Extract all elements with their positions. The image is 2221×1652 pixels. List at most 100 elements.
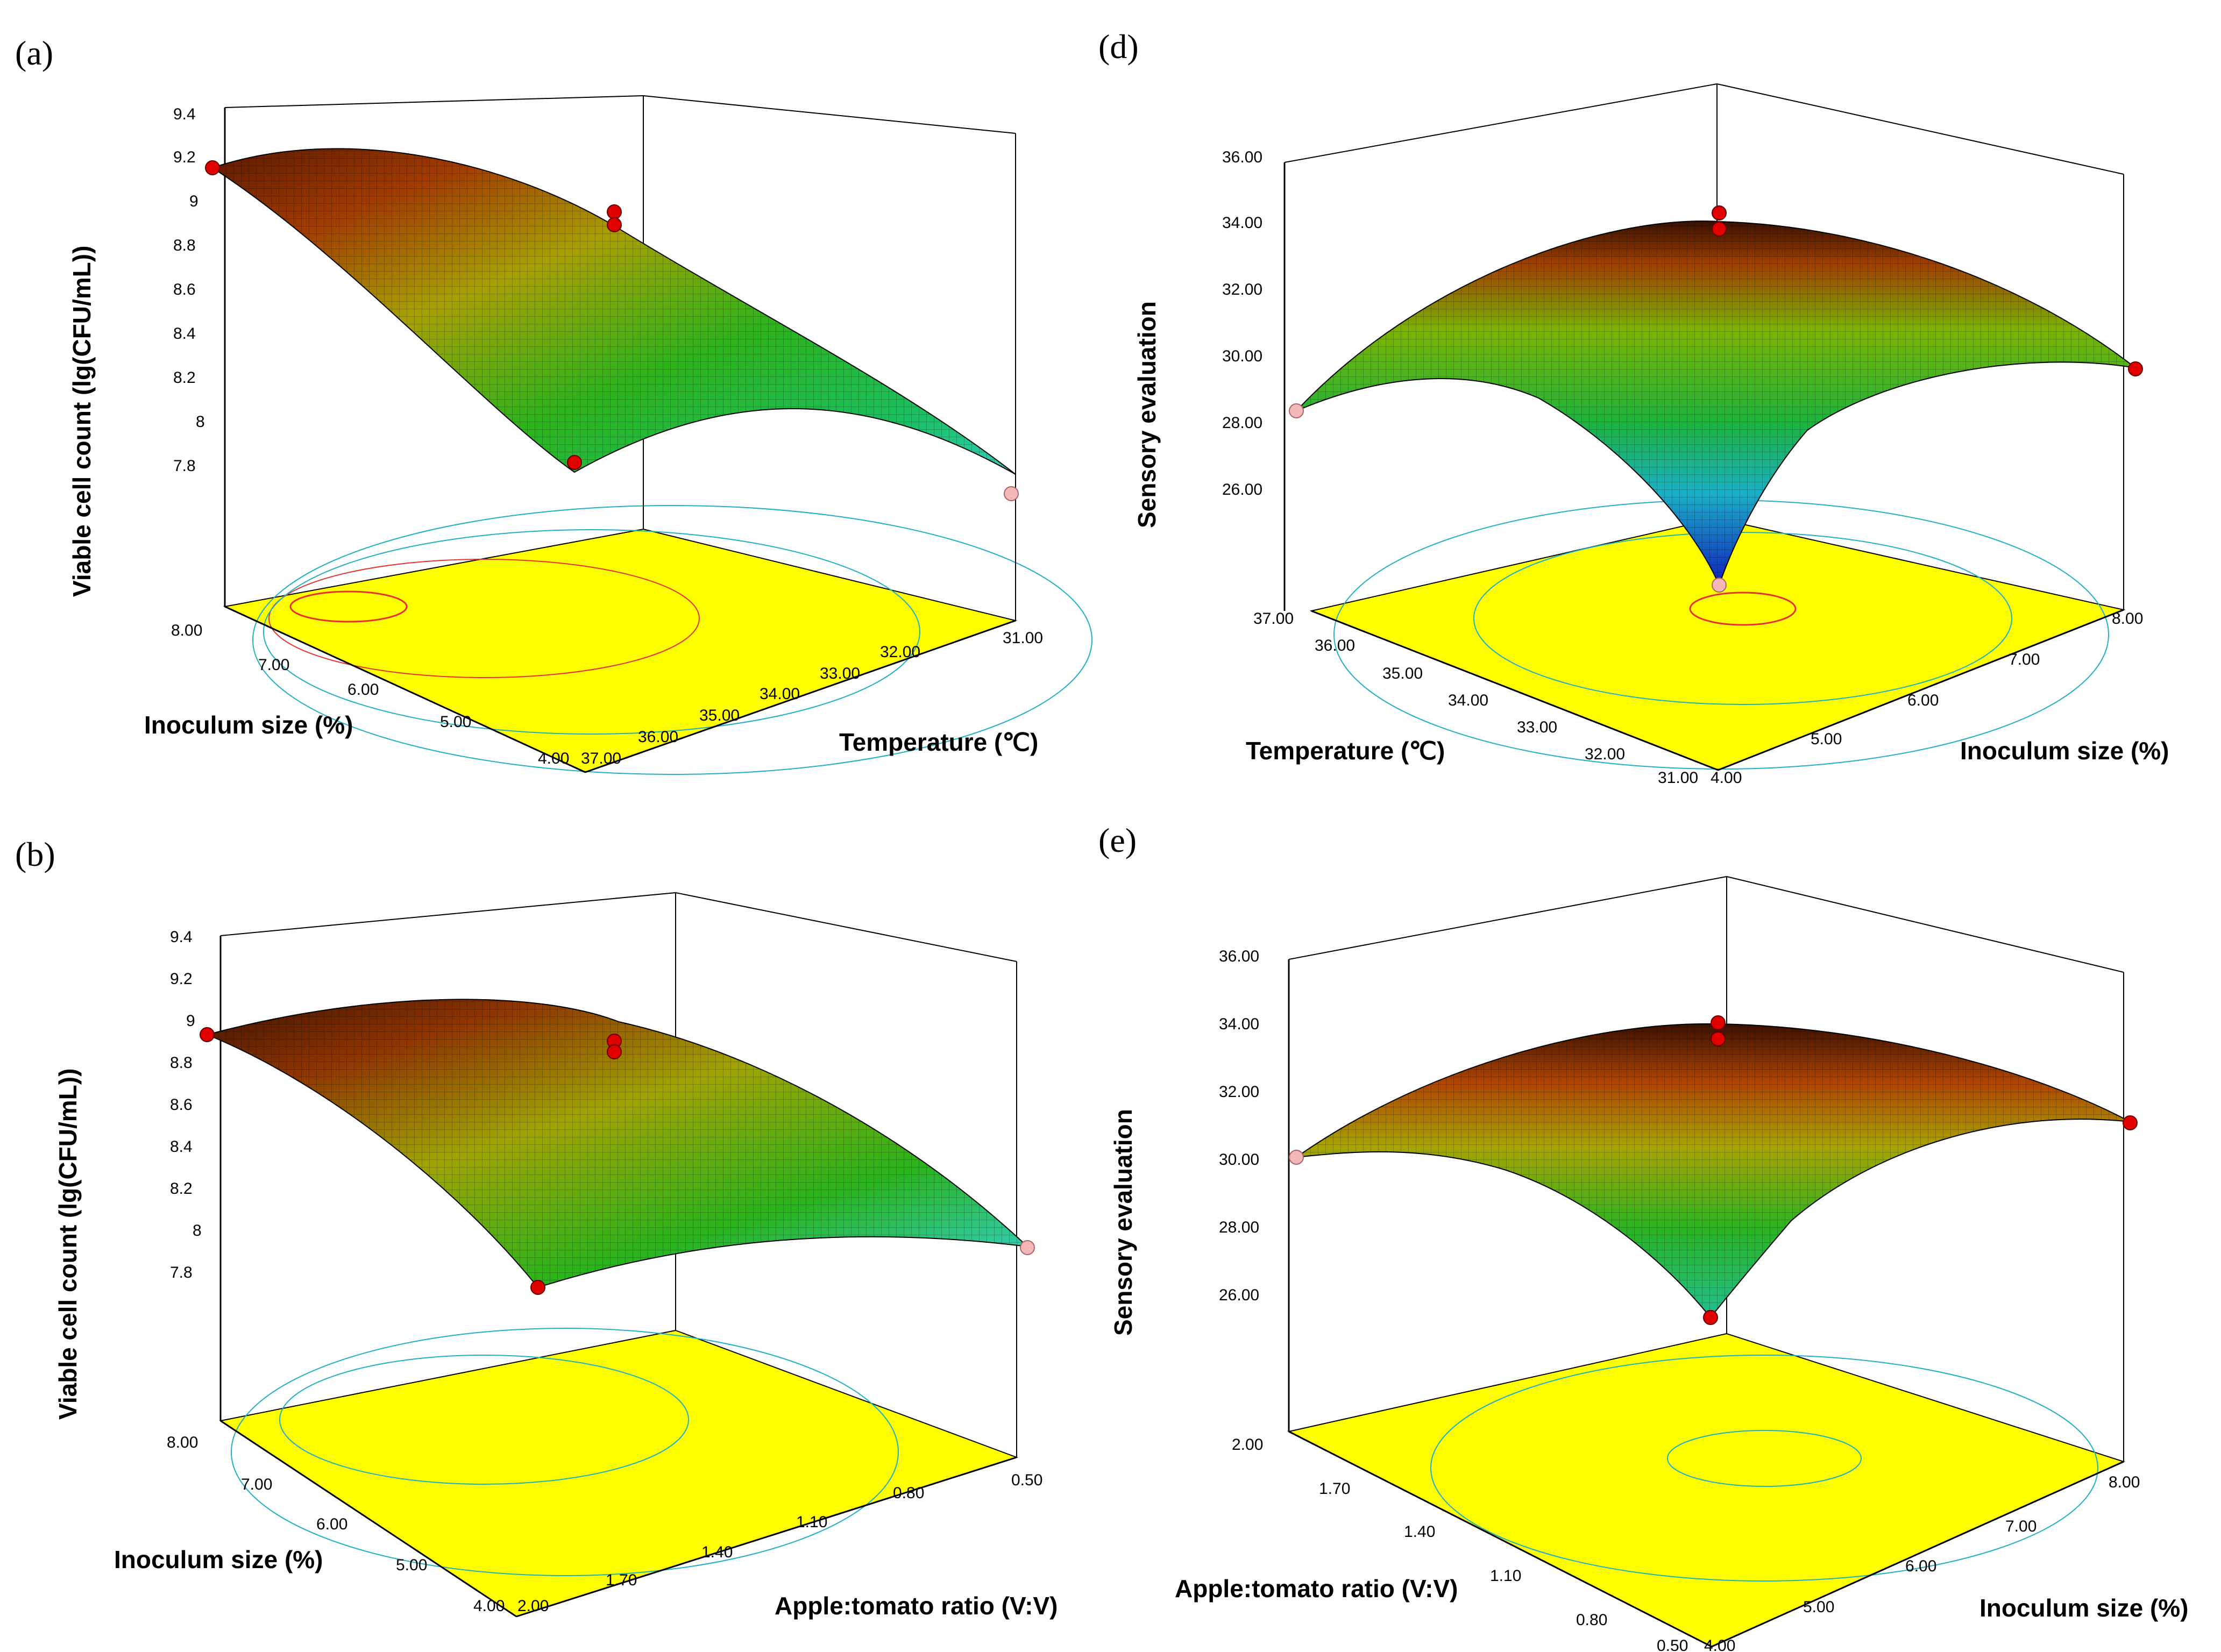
panel-d-design-point	[1712, 205, 1727, 220]
panel-d-ztick: 28.00	[1222, 414, 1262, 432]
panel-a-topedge	[224, 95, 644, 108]
panel-e-ylabel: Inoculum size (%)	[1979, 1594, 2188, 1622]
panel-a-xtick: 6.00	[347, 681, 379, 699]
panel-a-ytick: 32.00	[880, 643, 920, 661]
panel-b-xtick: 7.00	[241, 1476, 272, 1493]
panel-d-ytick: 8.00	[2112, 610, 2143, 628]
panel-a-yaxis	[585, 620, 1016, 773]
panel-d-contour-inner	[1689, 592, 1797, 626]
panel-e-xtick: 1.40	[1404, 1523, 1435, 1541]
panel-e-design-point	[1711, 1015, 1726, 1030]
panel-a-ytick: 34.00	[760, 685, 800, 703]
panel-b-topedge	[220, 892, 676, 936]
panel-a-ztick: 7.8	[173, 457, 196, 475]
panel-d-xtick: 32.00	[1585, 745, 1625, 763]
panel-d-ztick: 32.00	[1222, 281, 1262, 298]
panel-d-contour	[1473, 532, 2012, 705]
panel-b-design-point	[1020, 1240, 1035, 1255]
panel-b-yaxis	[516, 1456, 1017, 1618]
panel-b-ytick: 0.50	[1011, 1471, 1042, 1489]
panel-b-ztick: 8	[193, 1222, 202, 1240]
panel-d-zticks: 36.00 34.00 32.00 30.00 28.00 26.00	[1222, 148, 1262, 499]
panel-a-zlabel: Viable cell count (lg(CFU/mL))	[68, 246, 96, 597]
panel-a-zticks: 9.4 9.2 9 8.8 8.6 8.4 8.2 8 7.8	[173, 105, 205, 475]
panel-d-xtick: 35.00	[1382, 665, 1423, 682]
panel-b-ztick: 8.6	[170, 1096, 193, 1114]
panel-e-ztick: 36.00	[1219, 948, 1259, 965]
panel-e-xtick: 0.80	[1576, 1611, 1607, 1629]
panel-a-contour-inner	[289, 590, 408, 623]
panel-b-ytick: 0.80	[893, 1484, 924, 1502]
panel-a-ztick: 9.4	[173, 105, 196, 123]
panel-e-ztick: 30.00	[1219, 1151, 1259, 1169]
panel-a-xlabel: Inoculum size (%)	[144, 711, 353, 739]
panel-b-xlabel: Inoculum size (%)	[114, 1546, 323, 1573]
panel-e-ztick: 26.00	[1219, 1286, 1259, 1304]
panel-b-zticks: 9.4 9.2 9 8.8 8.6 8.4 8.2 8 7.8	[170, 928, 202, 1281]
panel-b-design-point	[200, 1027, 215, 1042]
panel-a-xaxis	[224, 606, 586, 773]
panel-e-contour-inner	[1667, 1430, 1862, 1487]
panel-e-xlabel: Apple:tomato ratio (V:V)	[1175, 1575, 1458, 1603]
panel-e-xticks: 2.00 1.70 1.40 1.10 0.80 0.50	[1232, 1436, 1688, 1652]
panel-d-xticks: 37.00 36.00 35.00 34.00 33.00 32.00 31.0…	[1253, 610, 1698, 787]
panel-a-ytick: 33.00	[820, 665, 860, 682]
panel-a-xticks: 8.00 7.00 6.00 5.00 4.00	[171, 622, 569, 767]
panel-a-ztick: 9	[189, 193, 198, 210]
panel-d-xtick: 36.00	[1315, 637, 1355, 654]
panel-e-xtick: 1.10	[1490, 1567, 1521, 1585]
panel-e-ytick: 4.00	[1704, 1637, 1735, 1652]
panel-b-ytick: 1.10	[796, 1513, 827, 1531]
panel-a-ztick: 8.2	[173, 369, 196, 387]
panel-d: (d) 36.00 34.00 32.00 30.00 28.00 26.00 …	[1098, 27, 2169, 787]
panel-b-ztick: 9	[186, 1012, 195, 1030]
panel-a-xtick: 4.00	[538, 750, 569, 767]
panel-a-ztick: 9.2	[173, 148, 196, 166]
panel-d-design-point	[1712, 222, 1727, 237]
panel-b-topedge	[675, 892, 1017, 962]
panel-d-topedge	[1716, 83, 2124, 175]
panel-a-xtick: 8.00	[171, 622, 202, 639]
panel-d-zlabel: Sensory evaluation	[1133, 301, 1161, 528]
panel-b-contour	[279, 1355, 689, 1485]
panel-a-ylabel: Temperature (℃)	[839, 728, 1038, 756]
panel-b-contour	[231, 1328, 899, 1576]
panel-d-design-point	[1712, 578, 1727, 593]
panel-a: (a) 9.4 9.2 9 8.8 8.6 8.4 8.2	[15, 34, 1092, 775]
panel-d-ztick: 34.00	[1222, 214, 1262, 232]
panel-e-ytick: 7.00	[2005, 1518, 2036, 1535]
panel-e-xtick: 1.70	[1319, 1480, 1350, 1498]
panel-d-xtick: 34.00	[1448, 692, 1488, 709]
panel-a-ytick: 31.00	[1003, 629, 1043, 647]
panel-a-topedge	[643, 95, 1016, 134]
panel-a-label: (a)	[15, 34, 53, 72]
panel-e-design-point	[1703, 1310, 1718, 1325]
panel-a-contour	[252, 505, 1092, 775]
panel-d-yaxis	[1718, 609, 2124, 771]
panel-e-zlabel: Sensory evaluation	[1109, 1109, 1137, 1336]
panel-e: (e) 36.00 34.00 32.00 30.00 28.00 26.00 …	[1098, 821, 2188, 1652]
panel-e-ztick: 32.00	[1219, 1083, 1259, 1101]
panel-b-zlabel: Viable cell count (lg(CFU/mL))	[54, 1069, 82, 1420]
panel-a-ztick: 8.8	[173, 237, 196, 254]
panel-b-ylabel: Apple:tomato ratio (V:V)	[775, 1592, 1058, 1620]
panel-e-contour	[1430, 1355, 2098, 1582]
panel-b-xticks: 8.00 7.00 6.00 5.00 4.00	[167, 1434, 505, 1615]
panel-e-ytick: 5.00	[1803, 1598, 1834, 1616]
panel-d-label: (d)	[1098, 27, 1139, 66]
panel-e-ztick: 34.00	[1219, 1015, 1259, 1033]
panel-d-ytick: 4.00	[1711, 769, 1742, 787]
panel-b-design-point	[530, 1280, 545, 1295]
panel-b-ztick: 7.8	[170, 1264, 193, 1281]
panel-e-xtick: 2.00	[1232, 1436, 1263, 1454]
panel-d-design-point	[2128, 361, 2143, 376]
panel-d-ztick: 26.00	[1222, 481, 1262, 499]
panel-e-label: (e)	[1098, 821, 1137, 859]
panel-d-xtick: 31.00	[1658, 769, 1698, 787]
panel-a-design-point	[1004, 486, 1019, 501]
panel-b-ytick: 1.40	[701, 1543, 733, 1561]
panel-b-ztick: 8.8	[170, 1054, 193, 1072]
panel-e-xtick: 0.50	[1657, 1637, 1688, 1652]
panel-d-xlabel: Temperature (℃)	[1246, 737, 1445, 765]
